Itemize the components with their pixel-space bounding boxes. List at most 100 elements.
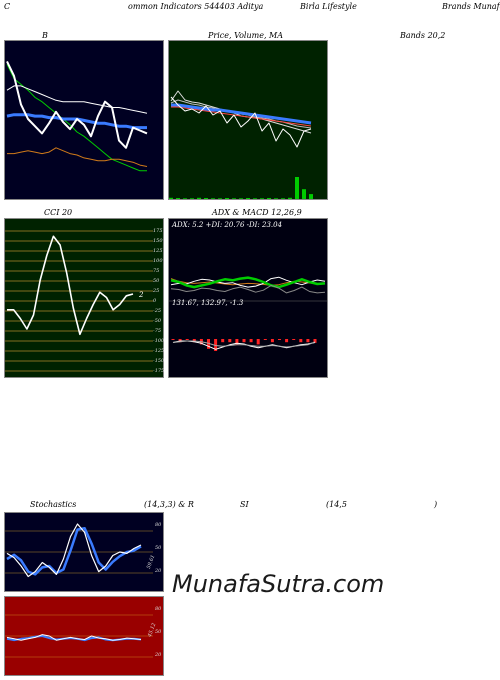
adx-values: ADX: 5.2 +DI: 20.76 -DI: 23.04: [172, 221, 283, 229]
upper-band-line: [6, 64, 147, 172]
macd-histogram-bar: [235, 339, 239, 345]
macd-histogram-bar: [171, 339, 175, 340]
volume-bar: [183, 198, 187, 199]
rsi-params-close: ): [434, 500, 438, 509]
volume-bar: [253, 198, 257, 199]
rsi-tick-50: 50: [155, 629, 162, 635]
header-part-1: C: [4, 2, 11, 11]
stoch-caption: Stochastics: [30, 500, 77, 509]
cci-panel: 175 150 125 100 75 50 25 0 -25 -50 -75 -100 -125 -150…: [4, 218, 164, 378]
adx-macd-panel: ADX: 5.2 +DI: 20.76 -DI: 23.04 131.67, 1…: [168, 218, 328, 378]
volume-bar: [274, 198, 278, 199]
cci-tick-label: -175: [153, 368, 165, 374]
stoch-tick-20: 20: [155, 568, 162, 574]
macd-histogram-bar: [207, 339, 210, 349]
rsi-chart: [5, 614, 153, 658]
cci-line: [7, 235, 134, 336]
volume-bar: [302, 189, 306, 199]
volume-bar: [295, 177, 299, 199]
macd-histogram-bar: [263, 339, 267, 340]
cci-last-value: 2: [139, 291, 144, 299]
cci-tick-label: -75: [153, 328, 162, 334]
header-part-3: Birla Lifestyle: [300, 2, 357, 11]
cci-tick-label: 50: [153, 278, 160, 284]
adx-line: [170, 276, 326, 289]
ma-line-3: [171, 106, 312, 127]
volume-bar: [169, 197, 173, 199]
cci-tick-label: 125: [153, 248, 163, 254]
volume-bar: [176, 198, 180, 199]
middle-band-line: [6, 85, 148, 114]
macd-histogram-bar: [221, 339, 225, 343]
close-price-line: [170, 96, 312, 148]
cci-tick-label: -100: [153, 338, 165, 344]
macd-histogram-bar: [242, 339, 246, 343]
macd-histogram-bar: [256, 339, 260, 345]
macd-histogram-bar: [270, 339, 274, 343]
cci-tick-label: 100: [153, 258, 163, 264]
cci-tick-label: 175: [153, 228, 163, 234]
macd-signal-line: [172, 340, 316, 348]
macd-histogram-bar: [228, 339, 232, 343]
rsi-tick-20: 20: [155, 652, 162, 658]
header-part-2: ommon Indicators 544403 Aditya: [128, 2, 264, 11]
volume-bar: [281, 198, 285, 199]
header-part-4: Brands MunafaSutr: [442, 2, 500, 11]
volume-bar: [309, 194, 313, 199]
ma-line-4: [171, 103, 312, 125]
rsi-panel: 80 50 20 45.12: [4, 596, 164, 676]
stoch-params: (14,3,3) & R: [144, 500, 194, 509]
adx-caption: ADX & MACD 12,26,9: [212, 208, 302, 217]
cci-tick-label: 0: [153, 298, 157, 304]
stoch-tick-50: 50: [155, 545, 162, 551]
cci-caption: CCI 20: [44, 208, 73, 217]
stoch-k-line: [6, 523, 142, 578]
cci-tick-label: -150: [153, 358, 165, 364]
moving-average-line: [6, 113, 147, 130]
stoch-panel: 80 50 20 59.61: [4, 512, 164, 592]
rsi-tick-80: 80: [155, 606, 162, 612]
volume-bar: [204, 198, 208, 199]
lower-band-line: [7, 147, 148, 167]
rsi-params: (14,5: [326, 500, 347, 509]
cci-tick-label: 150: [153, 238, 163, 244]
bands-panel: [4, 40, 164, 200]
price-panel: [168, 40, 328, 200]
bands-settings-caption: Bands 20,2: [400, 31, 446, 40]
volume-bar: [197, 197, 201, 199]
cci-chart: [5, 230, 153, 372]
volume-bar: [232, 198, 236, 199]
cci-tick-label: -50: [153, 318, 162, 324]
macd-histogram-bar: [249, 339, 253, 343]
rsi-line: [6, 634, 142, 641]
bands-chart: [6, 60, 148, 172]
price-chart: [169, 90, 313, 199]
macd-histogram-bar: [313, 339, 317, 343]
volume-bar: [288, 197, 292, 199]
volume-bar: [267, 198, 271, 199]
volume-bar: [260, 198, 264, 199]
watermark: MunafaSutra.com: [172, 570, 385, 598]
macd-histogram-bar: [306, 339, 310, 343]
price-caption: Price, Volume, MA: [208, 31, 284, 40]
stoch-chart: [5, 523, 153, 578]
macd-values: 131.67, 132.97, -1.3: [172, 299, 244, 307]
cci-tick-label: -125: [153, 348, 165, 354]
stoch-tick-80: 80: [155, 522, 162, 528]
price-line: [6, 60, 148, 149]
adx-macd-chart: [169, 276, 327, 351]
cci-tick-label: -25: [153, 308, 162, 314]
volume-bar: [218, 198, 222, 199]
volume-bar: [246, 198, 250, 199]
macd-histogram-bar: [299, 339, 303, 343]
cci-tick-label: 25: [153, 288, 160, 294]
adx-secondary-line: [170, 284, 326, 294]
volume-bar: [190, 198, 194, 199]
macd-histogram-bar: [292, 339, 296, 340]
bands-caption: B: [42, 31, 48, 40]
rsi-caption: SI: [240, 500, 249, 509]
minus-di-line: [170, 276, 326, 288]
macd-histogram-bar: [285, 339, 289, 343]
volume-bar: [239, 198, 243, 199]
stoch-d-line: [6, 526, 142, 576]
